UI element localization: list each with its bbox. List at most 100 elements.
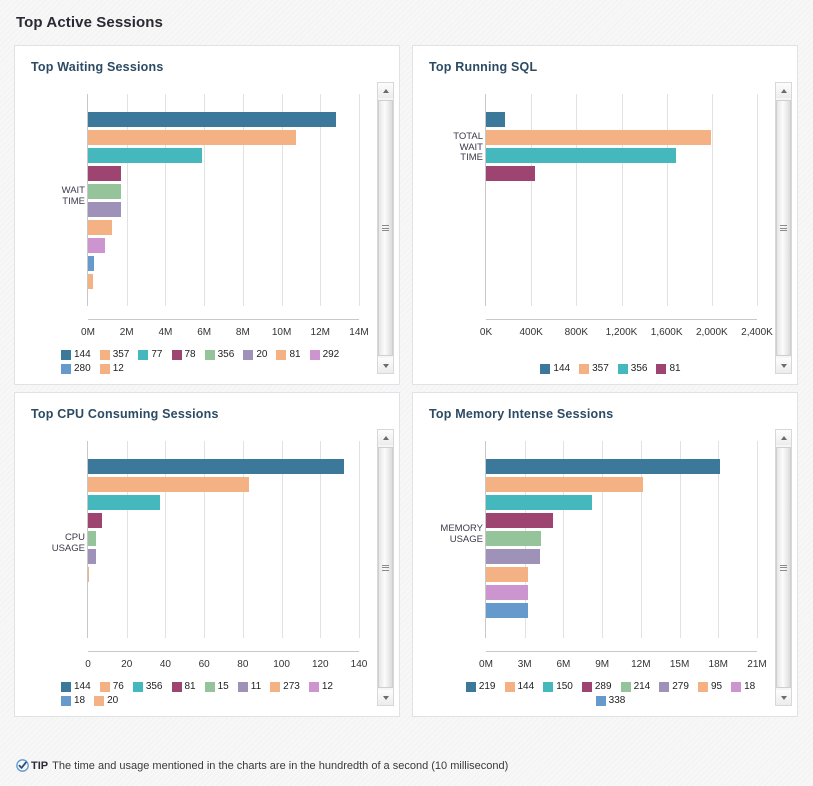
bar[interactable] <box>88 166 122 181</box>
scrollbar-track[interactable] <box>378 445 393 690</box>
bar[interactable] <box>486 531 542 546</box>
legend-item[interactable]: 289 <box>581 680 612 694</box>
bar[interactable] <box>88 202 121 217</box>
panel-title: Top Running SQL <box>429 60 538 74</box>
legend-item[interactable]: 144 <box>61 680 91 694</box>
bar[interactable] <box>486 477 644 492</box>
scroll-down-button[interactable] <box>378 358 393 373</box>
legend-label: 292 <box>322 349 340 360</box>
legend-item[interactable]: 81 <box>276 348 301 362</box>
legend-item[interactable]: 356 <box>132 680 163 694</box>
legend-item[interactable]: 95 <box>697 680 722 694</box>
legend-label: 357 <box>112 349 130 360</box>
scroll-up-button[interactable] <box>378 430 393 445</box>
triangle-down-icon <box>780 363 787 368</box>
bar[interactable] <box>486 549 541 564</box>
bar[interactable] <box>486 513 554 528</box>
bar[interactable] <box>88 513 102 528</box>
legend-item[interactable]: 144 <box>504 680 534 694</box>
bar[interactable] <box>88 549 96 564</box>
scrollbar-track[interactable] <box>776 445 791 690</box>
axis-tick-label: 0 <box>85 659 91 670</box>
legend-item[interactable]: 18 <box>61 694 85 708</box>
bar[interactable] <box>88 184 122 199</box>
bar[interactable] <box>486 166 535 181</box>
chart-legend: 219 144 150 289 214 279 95 18 338 <box>459 680 771 708</box>
bar[interactable] <box>486 567 528 582</box>
legend-item[interactable]: 12 <box>308 680 333 694</box>
bar[interactable] <box>88 274 94 289</box>
vertical-scrollbar[interactable] <box>775 429 792 706</box>
scroll-down-button[interactable] <box>776 690 791 705</box>
legend-item[interactable]: 12 <box>99 362 124 376</box>
bar[interactable] <box>486 585 528 600</box>
scroll-up-button[interactable] <box>378 83 393 98</box>
bar[interactable] <box>88 256 95 271</box>
legend-item[interactable]: 78 <box>171 348 196 362</box>
legend-swatch <box>581 682 592 692</box>
vertical-scrollbar[interactable] <box>377 429 394 706</box>
vertical-scrollbar[interactable] <box>377 82 394 374</box>
bar[interactable] <box>88 459 344 474</box>
legend-item[interactable]: 20 <box>243 348 267 362</box>
legend-item[interactable]: 338 <box>595 694 625 708</box>
bar[interactable] <box>88 238 106 253</box>
legend-item[interactable]: 81 <box>656 362 681 376</box>
bar[interactable] <box>486 130 712 145</box>
bar[interactable] <box>88 477 249 492</box>
plot-area: WAIT TIME 0M 2M 4M 6M 8M 10M 12M 14M <box>62 94 369 338</box>
legend-item[interactable]: 357 <box>579 362 609 376</box>
bar[interactable] <box>486 495 592 510</box>
legend-swatch <box>61 364 71 374</box>
panel-title: Top Memory Intense Sessions <box>429 407 614 421</box>
bar[interactable] <box>88 495 160 510</box>
vertical-scrollbar[interactable] <box>775 82 792 374</box>
bar[interactable] <box>88 567 90 582</box>
legend-item[interactable]: 20 <box>94 694 118 708</box>
legend-item[interactable]: 279 <box>659 680 689 694</box>
legend-item[interactable]: 15 <box>204 680 229 694</box>
axis-tick-label: 9M <box>595 659 610 670</box>
legend-item[interactable]: 292 <box>309 348 340 362</box>
scroll-down-button[interactable] <box>378 690 393 705</box>
bar[interactable] <box>88 148 203 163</box>
legend-item[interactable]: 150 <box>543 680 573 694</box>
legend-item[interactable]: 356 <box>204 348 234 362</box>
scrollbar-thumb[interactable] <box>776 100 791 356</box>
legend-item[interactable]: 76 <box>99 680 124 694</box>
bar[interactable] <box>88 130 297 145</box>
legend-swatch <box>99 364 110 374</box>
legend-item[interactable]: 214 <box>620 680 650 694</box>
legend-item[interactable]: 144 <box>540 362 570 376</box>
legend-item[interactable]: 219 <box>465 680 496 694</box>
legend-item[interactable]: 357 <box>99 348 130 362</box>
scrollbar-thumb[interactable] <box>378 100 393 356</box>
panel-top-waiting-sessions: Top Waiting Sessions WAIT TIME 0M 2M 4M 6M 8M… <box>14 45 400 385</box>
bar[interactable] <box>88 220 113 235</box>
scroll-up-button[interactable] <box>776 430 791 445</box>
legend-item[interactable]: 11 <box>237 680 261 694</box>
legend-item[interactable]: 273 <box>270 680 300 694</box>
bar-series <box>486 94 757 306</box>
gridline <box>718 441 720 638</box>
bar[interactable] <box>88 531 96 546</box>
scrollbar-thumb[interactable] <box>378 447 393 688</box>
bar[interactable] <box>486 112 506 127</box>
scroll-up-button[interactable] <box>776 83 791 98</box>
legend-item[interactable]: 144 <box>61 348 91 362</box>
bar[interactable] <box>486 459 720 474</box>
legend-item[interactable]: 81 <box>171 680 196 694</box>
legend-item[interactable]: 356 <box>617 362 647 376</box>
check-circle-icon <box>16 759 29 772</box>
legend-item[interactable]: 280 <box>61 362 91 376</box>
legend-item[interactable]: 77 <box>138 348 163 362</box>
bar[interactable] <box>88 112 336 127</box>
bar[interactable] <box>486 603 528 618</box>
scroll-down-button[interactable] <box>776 358 791 373</box>
bar[interactable] <box>486 148 676 163</box>
scrollbar-track[interactable] <box>378 98 393 358</box>
legend-label: 144 <box>553 363 571 374</box>
legend-item[interactable]: 18 <box>731 680 755 694</box>
scrollbar-thumb[interactable] <box>776 447 791 688</box>
scrollbar-track[interactable] <box>776 98 791 358</box>
